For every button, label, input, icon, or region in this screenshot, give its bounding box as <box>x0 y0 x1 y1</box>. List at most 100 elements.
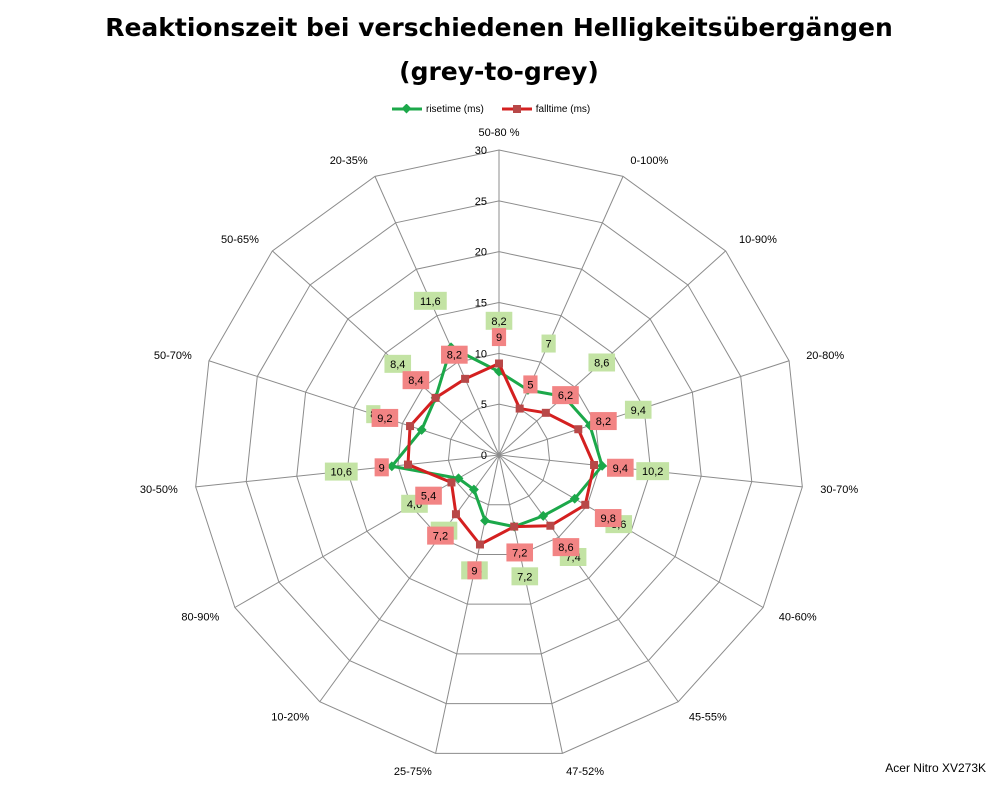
category-label: 80-90% <box>181 612 219 624</box>
data-label-box <box>607 458 634 477</box>
legend-label-risetime: risetime (ms) <box>426 103 484 115</box>
legend-marker-falltime <box>501 105 532 113</box>
category-label: 50-80 % <box>479 127 520 139</box>
grid-spoke <box>498 250 726 456</box>
data-label: 9 <box>379 462 385 474</box>
series-line <box>390 345 604 529</box>
data-label-box <box>384 354 412 373</box>
series-falltime <box>404 359 599 549</box>
data-label: 7,2 <box>512 547 527 559</box>
category-label: 40-60% <box>779 612 817 624</box>
data-label: 8,4 <box>390 359 405 371</box>
data-label-box <box>523 375 538 394</box>
legend: risetime (ms) falltime (ms) <box>392 102 608 116</box>
data-label-box <box>467 561 482 580</box>
chart-title-line1: Reaktionszeit bei verschiedenen Helligke… <box>105 13 893 42</box>
data-label-box <box>485 311 513 330</box>
data-labels-falltime: 9 5 6,2 8,2 9,4 9,8 8,6 7,2 9 7,2 5,4 9 9,2 8,4 8,2 <box>371 328 634 580</box>
data-point <box>541 408 550 417</box>
grid-ring <box>397 352 601 555</box>
data-point <box>590 460 599 469</box>
radial-tick-label: 20 <box>475 247 487 259</box>
data-label-box <box>413 291 447 310</box>
data-label: 5 <box>527 379 533 391</box>
series-line <box>406 362 596 547</box>
data-label-box <box>371 408 399 427</box>
data-label: 7 <box>546 339 552 351</box>
radial-tick-label: 5 <box>481 399 487 411</box>
grid-ring <box>346 301 652 605</box>
data-label-box <box>427 526 454 545</box>
data-point <box>581 500 590 509</box>
legend-marker-risetime <box>392 104 422 114</box>
data-label: 9,4 <box>631 405 646 417</box>
data-label: 6,2 <box>558 390 573 402</box>
data-label: 9 <box>496 332 502 344</box>
data-label: 9 <box>471 565 477 577</box>
data-point <box>431 393 440 402</box>
radial-tick-label: 10 <box>475 348 487 360</box>
data-label: 8,6 <box>558 542 573 554</box>
data-label: 5,4 <box>421 491 436 503</box>
category-label: 10-20% <box>271 711 309 723</box>
data-label-box <box>636 462 670 481</box>
legend-item-risetime: risetime (ms) <box>392 104 484 115</box>
category-label: 45-55% <box>689 711 727 723</box>
grid-spoke <box>374 176 500 456</box>
data-label: 9,8 <box>601 513 616 525</box>
category-label: 50-65% <box>221 234 259 246</box>
data-label: 9,2 <box>377 413 392 425</box>
data-label: 8,2 <box>447 350 462 362</box>
data-point <box>538 510 549 521</box>
category-label: 20-35% <box>330 155 368 167</box>
data-label: 8,6 <box>594 357 609 369</box>
grid-ring <box>447 403 551 506</box>
data-label-box <box>374 458 389 477</box>
data-point <box>386 461 397 472</box>
category-label: 20-80% <box>806 350 844 362</box>
data-label-box <box>552 538 580 557</box>
data-label-box <box>324 462 358 481</box>
data-label-box <box>624 400 652 419</box>
data-point <box>546 521 555 530</box>
watermark: Acer Nitro XV273K <box>885 761 986 775</box>
data-label: 8,4 <box>408 375 423 387</box>
category-label: 25-75% <box>394 766 432 778</box>
data-point <box>453 473 464 484</box>
radial-tick-label: 15 <box>475 298 487 310</box>
grid-spoke <box>435 454 500 754</box>
radial-tick-label: 0 <box>481 450 487 462</box>
radial-tick-label: 30 <box>475 145 487 157</box>
data-point <box>468 484 479 495</box>
grid-spoke <box>208 360 500 456</box>
data-label: 10,2 <box>642 466 663 478</box>
chart-title-line2: (grey-to-grey) <box>399 57 599 86</box>
data-label: 7,2 <box>433 531 448 543</box>
data-point <box>406 422 415 431</box>
data-label-box <box>594 509 622 528</box>
grid-spoke <box>272 250 500 456</box>
grid-spoke <box>498 454 679 703</box>
category-label: 10-90% <box>739 234 777 246</box>
data-label-box <box>402 371 430 390</box>
data-point <box>416 424 427 435</box>
data-label-box <box>441 345 468 364</box>
data-label-box <box>415 486 442 505</box>
data-label: 7,2 <box>517 571 532 583</box>
data-label-box <box>511 567 539 586</box>
grid-spoke <box>498 454 563 754</box>
data-label: 8,2 <box>596 416 611 428</box>
data-point <box>574 425 583 434</box>
grid-ring <box>245 200 753 705</box>
category-label: 30-70% <box>820 484 858 496</box>
category-label: 30-50% <box>140 484 178 496</box>
data-label-box <box>552 386 579 405</box>
data-label-box <box>506 543 534 562</box>
data-label: 9,4 <box>613 463 628 475</box>
grid-spoke <box>319 454 500 703</box>
data-point <box>461 374 470 383</box>
data-point <box>510 522 519 531</box>
grid <box>195 149 803 754</box>
legend-item-falltime: falltime (ms) <box>501 104 590 115</box>
